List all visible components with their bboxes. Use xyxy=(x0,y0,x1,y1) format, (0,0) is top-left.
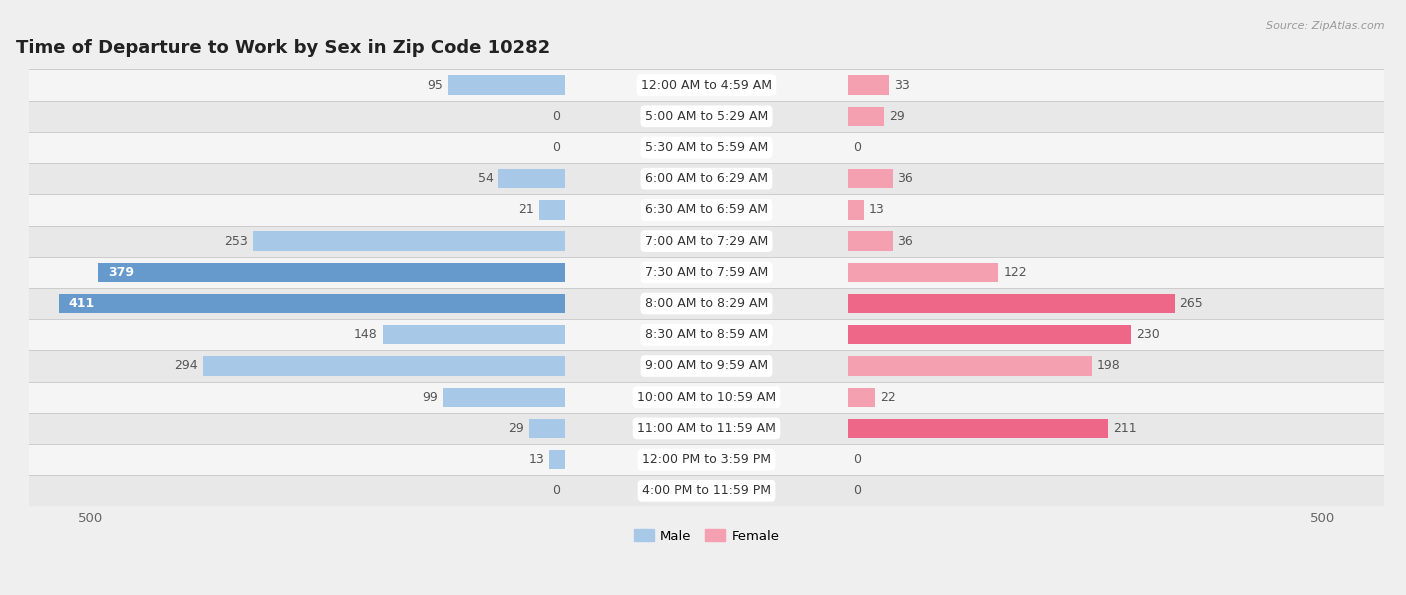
Bar xyxy=(30,226,1384,257)
Text: 0: 0 xyxy=(553,141,560,154)
Text: 36: 36 xyxy=(897,234,912,248)
Bar xyxy=(848,325,1132,345)
Bar xyxy=(253,231,565,251)
Bar xyxy=(98,262,565,282)
Text: 13: 13 xyxy=(529,453,544,466)
Text: 0: 0 xyxy=(553,110,560,123)
Text: 8:30 AM to 8:59 AM: 8:30 AM to 8:59 AM xyxy=(645,328,768,342)
Bar xyxy=(848,169,893,189)
Bar xyxy=(30,475,1384,506)
Bar xyxy=(848,387,876,407)
Bar xyxy=(443,387,565,407)
Bar xyxy=(30,70,1384,101)
Text: 29: 29 xyxy=(509,422,524,435)
Text: 9:00 AM to 9:59 AM: 9:00 AM to 9:59 AM xyxy=(645,359,768,372)
Text: 211: 211 xyxy=(1114,422,1136,435)
Bar xyxy=(30,132,1384,163)
Bar xyxy=(30,257,1384,288)
Bar xyxy=(30,381,1384,413)
Text: 10:00 AM to 10:59 AM: 10:00 AM to 10:59 AM xyxy=(637,391,776,403)
Bar xyxy=(30,319,1384,350)
Text: 122: 122 xyxy=(1004,266,1026,279)
Text: 13: 13 xyxy=(869,203,884,217)
Text: 6:30 AM to 6:59 AM: 6:30 AM to 6:59 AM xyxy=(645,203,768,217)
Bar xyxy=(59,294,565,313)
Bar xyxy=(848,76,889,95)
Text: 22: 22 xyxy=(880,391,896,403)
Text: 0: 0 xyxy=(853,453,860,466)
Text: 99: 99 xyxy=(422,391,439,403)
Bar xyxy=(848,262,998,282)
Bar xyxy=(548,450,565,469)
Text: 5:30 AM to 5:59 AM: 5:30 AM to 5:59 AM xyxy=(645,141,768,154)
Bar xyxy=(449,76,565,95)
Text: 0: 0 xyxy=(853,484,860,497)
Text: Time of Departure to Work by Sex in Zip Code 10282: Time of Departure to Work by Sex in Zip … xyxy=(15,39,550,57)
Text: 4:00 PM to 11:59 PM: 4:00 PM to 11:59 PM xyxy=(643,484,770,497)
Bar xyxy=(30,350,1384,381)
Bar xyxy=(30,444,1384,475)
Text: 54: 54 xyxy=(478,172,494,185)
Bar xyxy=(848,294,1174,313)
Bar xyxy=(498,169,565,189)
Text: 148: 148 xyxy=(354,328,378,342)
Bar xyxy=(30,195,1384,226)
Text: 6:00 AM to 6:29 AM: 6:00 AM to 6:29 AM xyxy=(645,172,768,185)
Text: 12:00 AM to 4:59 AM: 12:00 AM to 4:59 AM xyxy=(641,79,772,92)
Text: 29: 29 xyxy=(889,110,904,123)
Text: 0: 0 xyxy=(853,141,860,154)
Text: 198: 198 xyxy=(1097,359,1121,372)
Text: 95: 95 xyxy=(427,79,443,92)
Legend: Male, Female: Male, Female xyxy=(628,524,785,548)
Bar xyxy=(382,325,565,345)
Text: 21: 21 xyxy=(519,203,534,217)
Bar xyxy=(848,419,1108,438)
Text: 8:00 AM to 8:29 AM: 8:00 AM to 8:29 AM xyxy=(645,297,768,310)
Bar xyxy=(529,419,565,438)
Text: 12:00 PM to 3:59 PM: 12:00 PM to 3:59 PM xyxy=(643,453,770,466)
Bar xyxy=(848,231,893,251)
Bar xyxy=(848,107,884,126)
Text: 294: 294 xyxy=(174,359,198,372)
Text: 230: 230 xyxy=(1136,328,1160,342)
Bar xyxy=(538,201,565,220)
Text: 5:00 AM to 5:29 AM: 5:00 AM to 5:29 AM xyxy=(645,110,768,123)
Bar xyxy=(848,201,865,220)
Text: 7:00 AM to 7:29 AM: 7:00 AM to 7:29 AM xyxy=(645,234,768,248)
Bar xyxy=(30,101,1384,132)
Text: 11:00 AM to 11:59 AM: 11:00 AM to 11:59 AM xyxy=(637,422,776,435)
Text: 379: 379 xyxy=(108,266,134,279)
Bar xyxy=(202,356,565,375)
Text: 265: 265 xyxy=(1180,297,1204,310)
Text: 253: 253 xyxy=(225,234,249,248)
Text: 0: 0 xyxy=(553,484,560,497)
Text: Source: ZipAtlas.com: Source: ZipAtlas.com xyxy=(1267,21,1385,31)
Bar xyxy=(30,413,1384,444)
Text: 7:30 AM to 7:59 AM: 7:30 AM to 7:59 AM xyxy=(645,266,768,279)
Bar xyxy=(30,288,1384,319)
Text: 411: 411 xyxy=(69,297,94,310)
Bar xyxy=(848,356,1092,375)
Text: 36: 36 xyxy=(897,172,912,185)
Bar xyxy=(30,163,1384,195)
Text: 33: 33 xyxy=(894,79,910,92)
